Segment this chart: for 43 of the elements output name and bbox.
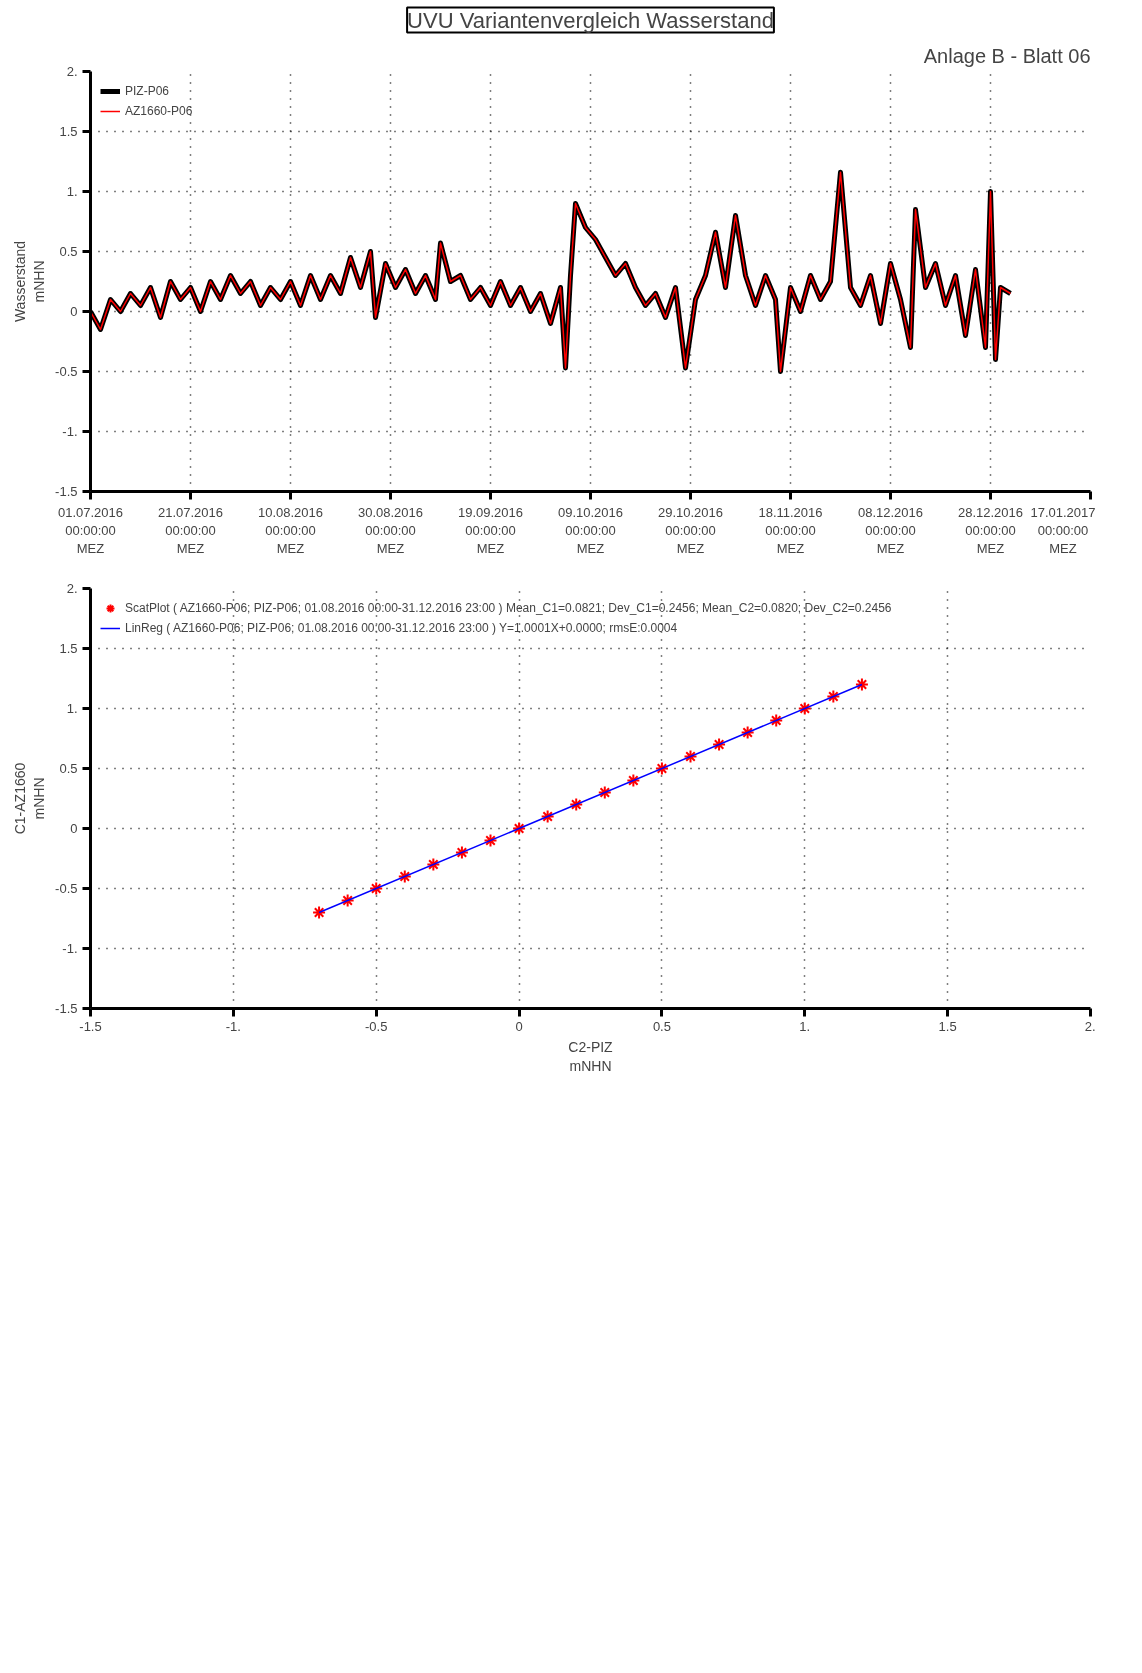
legend-label: ScatPlot ( AZ1660-P06; PIZ-P06; 01.08.2016 00:00-31.12.2016 23:00 ) Mean_C1=0.0821; Dev_C1=0.2456; Mean_C2=0.0820; Dev_C2=0.2456 [125,601,892,615]
y-tick-label: 0 [70,304,78,319]
legend-label: AZ1660-P06 [125,104,193,118]
x-tick-label: 21.07.2016 00:00:00 MEZ [157,504,224,556]
y-tick-label: 1. [66,701,78,716]
x-tick-label: 08.12.2016 00:00:00 MEZ [857,504,924,556]
x-tick-label: 19.09.2016 00:00:00 MEZ [457,504,524,556]
y-tick-label: 0 [70,821,78,836]
x-axis-title: C2-PIZ mNHN [568,1038,614,1074]
x-tick-label: 09.10.2016 00:00:00 MEZ [557,504,624,556]
chart-title: UVU Variantenvergleich Wasserstand [407,7,774,33]
x-tick-label: 0 [515,1018,523,1034]
y-axis-title: Wasserstand mNHN [11,240,48,323]
y-tick-label: 0.5 [59,761,78,776]
x-tick-label: 17.01.2017 00:00:00 MEZ [1030,504,1096,556]
text: Anlage B - Blatt 06 [923,44,1091,67]
y-axis-title: C1-AZ1660 mNHN [11,762,48,835]
y-tick-label: -1. [62,941,78,956]
y-tick-label: -1.5 [55,484,78,499]
x-tick-label: 30.08.2016 00:00:00 MEZ [357,504,424,556]
x-tick-label: 2. [1084,1018,1096,1034]
y-tick-label: 1. [66,184,78,199]
x-tick-label: 10.08.2016 00:00:00 MEZ [257,504,324,556]
y-tick-label: -1.5 [55,1001,78,1016]
x-tick-label: -0.5 [365,1018,388,1034]
y-tick-label: 2. [66,64,78,79]
x-tick-label: 1.5 [938,1018,957,1034]
x-tick-label: -1. [225,1018,241,1034]
y-tick-label: 1.5 [59,124,78,139]
x-tick-label: 01.07.2016 00:00:00 MEZ [57,504,124,556]
x-tick-label: 1. [799,1018,811,1034]
legend-label: PIZ-P06 [125,84,170,98]
y-tick-label: -0.5 [55,881,78,896]
y-tick-label: 1.5 [59,641,78,656]
legend-label: LinReg ( AZ1660-P06; PIZ-P06; 01.08.2016 00:00-31.12.2016 23:00 ) Y=1.0001X+0.0000; rmsE:0.0004 [125,621,678,635]
x-tick-label: 18.11.2016 00:00:00 MEZ [758,504,823,556]
x-tick-label: 0.5 [652,1018,671,1034]
x-tick-label: 29.10.2016 00:00:00 MEZ [657,504,724,556]
y-tick-label: -1. [62,424,78,439]
y-tick-label: 0.5 [59,244,78,259]
y-tick-label: -0.5 [55,364,78,379]
y-tick-label: 2. [66,581,78,596]
x-tick-label: 28.12.2016 00:00:00 MEZ [957,504,1024,556]
